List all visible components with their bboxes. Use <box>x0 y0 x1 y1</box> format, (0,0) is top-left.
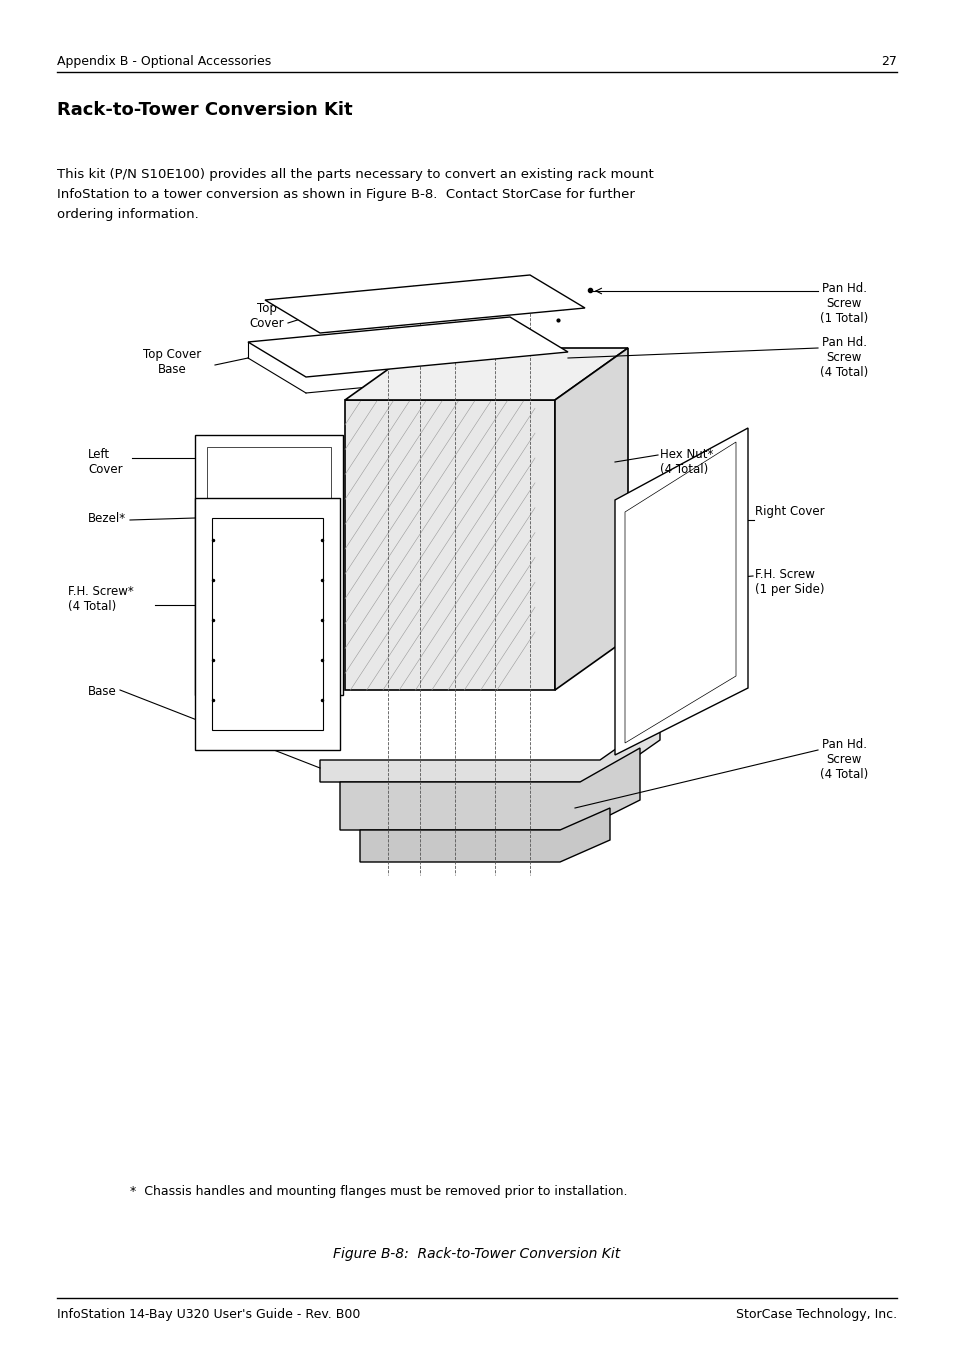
Text: F.H. Screw
(1 per Side): F.H. Screw (1 per Side) <box>754 568 823 596</box>
Polygon shape <box>339 747 639 830</box>
Text: ordering information.: ordering information. <box>57 208 198 220</box>
Text: Pan Hd.
Screw
(1 Total): Pan Hd. Screw (1 Total) <box>820 282 867 324</box>
Polygon shape <box>624 442 735 743</box>
Polygon shape <box>319 717 659 782</box>
Polygon shape <box>207 448 331 683</box>
Polygon shape <box>194 498 339 750</box>
Text: Top
Cover: Top Cover <box>250 303 284 330</box>
Polygon shape <box>248 318 567 376</box>
Text: InfoStation 14-Bay U320 User's Guide - Rev. B00: InfoStation 14-Bay U320 User's Guide - R… <box>57 1307 360 1321</box>
Text: This kit (P/N S10E100) provides all the parts necessary to convert an existing r: This kit (P/N S10E100) provides all the … <box>57 168 653 181</box>
Text: Top Cover
Base: Top Cover Base <box>143 348 201 376</box>
Text: Rack-to-Tower Conversion Kit: Rack-to-Tower Conversion Kit <box>57 101 353 119</box>
Polygon shape <box>615 428 747 754</box>
Polygon shape <box>194 435 343 695</box>
Polygon shape <box>345 348 627 400</box>
Text: Base: Base <box>88 684 116 698</box>
Text: F.H. Screw*
(4 Total): F.H. Screw* (4 Total) <box>68 585 133 613</box>
Text: Pan Hd.
Screw
(4 Total): Pan Hd. Screw (4 Total) <box>820 335 867 379</box>
Text: StorCase Technology, Inc.: StorCase Technology, Inc. <box>735 1307 896 1321</box>
Text: 27: 27 <box>881 55 896 68</box>
Polygon shape <box>555 348 627 690</box>
Text: Hex Nut*
(4 Total): Hex Nut* (4 Total) <box>659 448 713 476</box>
Text: Appendix B - Optional Accessories: Appendix B - Optional Accessories <box>57 55 271 68</box>
Text: Bezel*: Bezel* <box>88 512 126 524</box>
Text: *  Chassis handles and mounting flanges must be removed prior to installation.: * Chassis handles and mounting flanges m… <box>130 1186 627 1198</box>
Polygon shape <box>212 517 323 730</box>
Text: InfoStation to a tower conversion as shown in Figure B-8.  Contact StorCase for : InfoStation to a tower conversion as sho… <box>57 188 634 201</box>
Text: Pan Hd.
Screw
(4 Total): Pan Hd. Screw (4 Total) <box>820 738 867 780</box>
Text: Right Cover: Right Cover <box>754 505 823 517</box>
Polygon shape <box>359 808 609 862</box>
Polygon shape <box>345 400 555 690</box>
Polygon shape <box>265 275 584 333</box>
Text: Figure B-8:  Rack-to-Tower Conversion Kit: Figure B-8: Rack-to-Tower Conversion Kit <box>333 1247 620 1261</box>
Text: Left
Cover: Left Cover <box>88 448 123 476</box>
